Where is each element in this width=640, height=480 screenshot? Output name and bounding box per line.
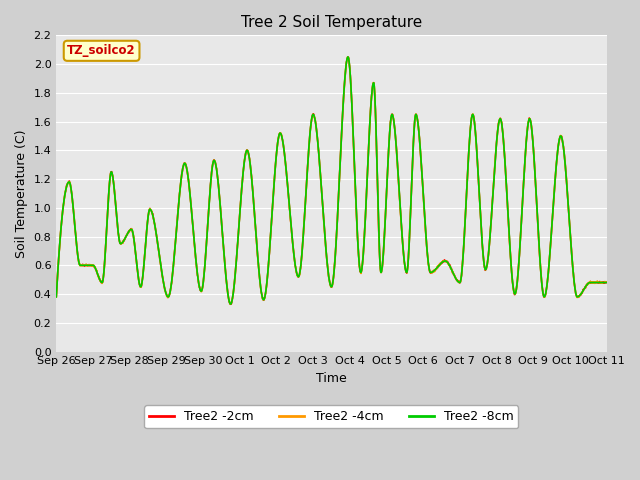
Title: Tree 2 Soil Temperature: Tree 2 Soil Temperature [241,15,422,30]
Legend: Tree2 -2cm, Tree2 -4cm, Tree2 -8cm: Tree2 -2cm, Tree2 -4cm, Tree2 -8cm [145,405,518,428]
Y-axis label: Soil Temperature (C): Soil Temperature (C) [15,129,28,258]
Text: TZ_soilco2: TZ_soilco2 [67,44,136,57]
X-axis label: Time: Time [316,372,347,385]
